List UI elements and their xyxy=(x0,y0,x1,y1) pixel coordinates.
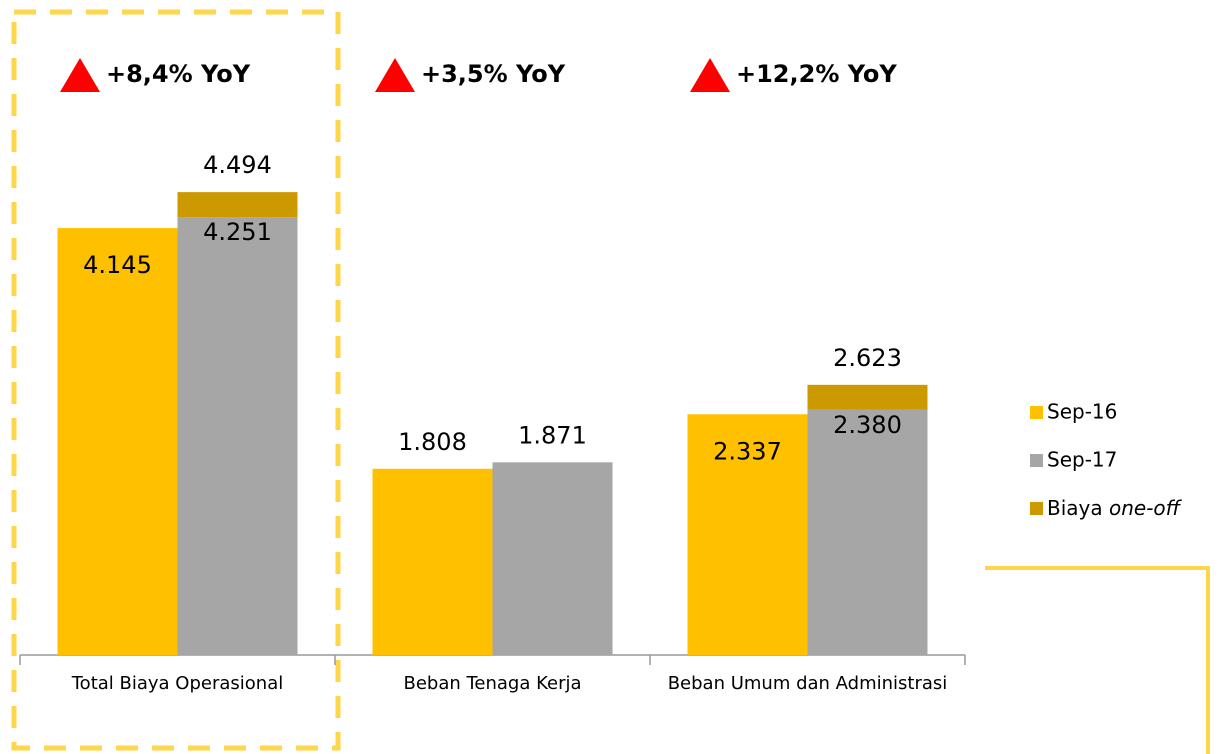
up-triangle xyxy=(690,58,730,92)
bar xyxy=(57,228,178,655)
annotation: +3,5% YoY xyxy=(421,60,566,88)
x-tick-label: Beban Tenaga Kerja xyxy=(403,673,581,694)
bar xyxy=(177,192,298,218)
value-label: 4.251 xyxy=(203,218,272,246)
up-triangle xyxy=(375,58,415,92)
bar xyxy=(177,217,298,655)
bar xyxy=(807,409,928,655)
value-label: 2.380 xyxy=(833,411,902,439)
legend-swatch xyxy=(1030,454,1043,467)
value-label: 1.808 xyxy=(398,428,467,456)
decor-line xyxy=(985,566,1210,754)
legend-label: Biaya one-off xyxy=(1047,496,1183,520)
value-label: 1.871 xyxy=(518,421,587,449)
x-tick-label: Total Biaya Operasional xyxy=(71,673,283,694)
total-label: 4.494 xyxy=(203,151,272,179)
legend-swatch xyxy=(1030,502,1043,515)
value-label: 4.145 xyxy=(83,251,152,279)
value-label: 2.337 xyxy=(713,437,782,465)
bar xyxy=(807,384,928,410)
bar xyxy=(687,414,808,655)
legend-label: Sep-17 xyxy=(1047,448,1117,472)
x-tick-label: Beban Umum dan Administrasi xyxy=(668,673,948,694)
annotation: +8,4% YoY xyxy=(106,60,251,88)
highlight-box xyxy=(11,9,341,751)
legend-label: Sep-16 xyxy=(1047,400,1117,424)
bar xyxy=(492,462,613,655)
annotation: +12,2% YoY xyxy=(736,60,897,88)
total-label: 2.623 xyxy=(833,344,902,372)
up-triangle xyxy=(60,58,100,92)
legend-swatch xyxy=(1030,406,1043,419)
bar xyxy=(372,468,493,655)
